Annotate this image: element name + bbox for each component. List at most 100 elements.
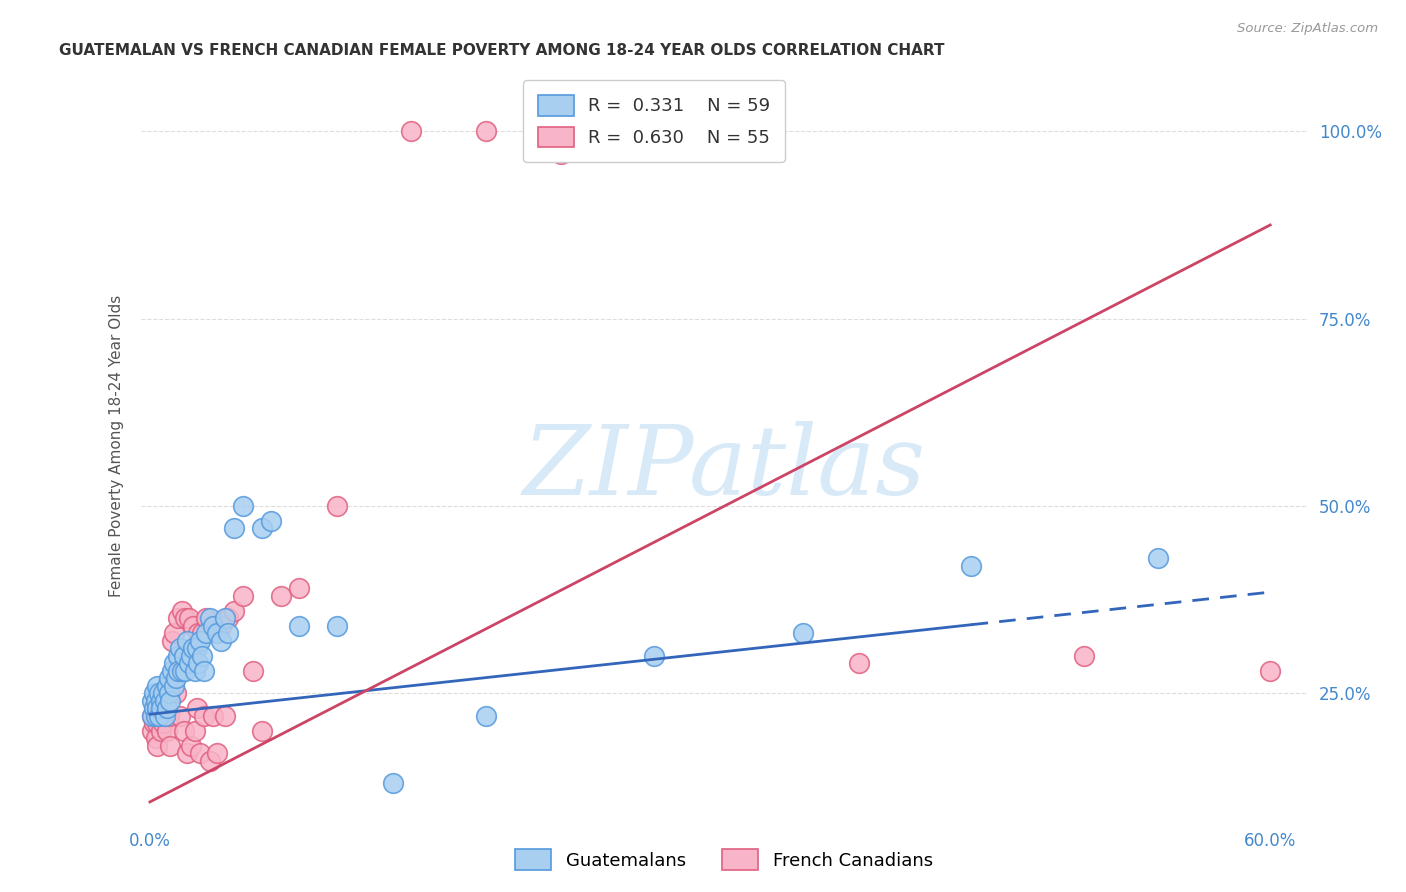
Point: [250, 521, 273, 535]
Point: [153, 708, 176, 723]
Point: [288, 582, 311, 596]
Point: [1147, 551, 1170, 566]
Text: ZIPatlas: ZIPatlas: [523, 422, 925, 516]
Point: [184, 723, 207, 738]
Point: [475, 708, 498, 723]
Text: GUATEMALAN VS FRENCH CANADIAN FEMALE POVERTY AMONG 18-24 YEAR OLDS CORRELATION C: GUATEMALAN VS FRENCH CANADIAN FEMALE POV…: [59, 43, 945, 58]
Point: [270, 589, 292, 603]
Point: [181, 619, 204, 633]
Point: [198, 754, 221, 768]
Point: [157, 671, 180, 685]
Point: [222, 604, 245, 618]
Point: [960, 558, 983, 573]
Point: [142, 701, 165, 715]
Point: [150, 701, 173, 715]
Point: [176, 746, 198, 760]
Point: [148, 708, 170, 723]
Point: [475, 124, 498, 138]
Point: [159, 739, 181, 753]
Point: [159, 694, 181, 708]
Point: [188, 746, 211, 760]
Point: [186, 701, 208, 715]
Point: [141, 708, 163, 723]
Point: [202, 619, 225, 633]
Point: [145, 708, 167, 723]
Point: [167, 611, 190, 625]
Point: [191, 648, 214, 663]
Point: [643, 648, 665, 663]
Point: [198, 611, 221, 625]
Text: Source: ZipAtlas.com: Source: ZipAtlas.com: [1237, 22, 1378, 36]
Point: [157, 686, 180, 700]
Point: [699, 139, 721, 153]
Point: [288, 619, 311, 633]
Point: [156, 723, 179, 738]
Point: [1258, 664, 1281, 678]
Legend: Guatemalans, French Canadians: Guatemalans, French Canadians: [506, 840, 942, 879]
Point: [222, 521, 245, 535]
Point: [381, 776, 404, 790]
Point: [205, 626, 228, 640]
Point: [174, 611, 197, 625]
Point: [145, 694, 167, 708]
Point: [214, 611, 236, 625]
Point: [142, 716, 165, 731]
Point: [550, 146, 572, 161]
Point: [148, 708, 170, 723]
Point: [188, 633, 211, 648]
Point: [401, 124, 423, 138]
Point: [142, 701, 165, 715]
Point: [169, 641, 191, 656]
Point: [232, 499, 254, 513]
Point: [260, 514, 283, 528]
Point: [232, 589, 254, 603]
Point: [176, 633, 198, 648]
Point: [169, 708, 191, 723]
Point: [170, 664, 193, 678]
Point: [163, 657, 186, 671]
Point: [792, 626, 814, 640]
Point: [179, 657, 201, 671]
Point: [191, 626, 214, 640]
Point: [173, 648, 195, 663]
Point: [217, 626, 239, 640]
Point: [156, 701, 179, 715]
Point: [214, 708, 236, 723]
Point: [173, 723, 195, 738]
Point: [163, 626, 186, 640]
Point: [202, 708, 225, 723]
Point: [179, 611, 201, 625]
Point: [157, 708, 180, 723]
Point: [184, 664, 207, 678]
Point: [162, 664, 184, 678]
Point: [205, 746, 228, 760]
Point: [153, 708, 176, 723]
Point: [217, 611, 239, 625]
Point: [170, 604, 193, 618]
Point: [148, 686, 170, 700]
Point: [163, 679, 186, 693]
Point: [150, 723, 173, 738]
Point: [193, 664, 215, 678]
Point: [193, 708, 215, 723]
Point: [167, 648, 190, 663]
Y-axis label: Female Poverty Among 18-24 Year Olds: Female Poverty Among 18-24 Year Olds: [108, 295, 124, 597]
Point: [150, 694, 173, 708]
Point: [325, 499, 347, 513]
Point: [242, 664, 264, 678]
Point: [187, 626, 209, 640]
Point: [141, 708, 163, 723]
Point: [145, 731, 167, 746]
Point: [152, 686, 174, 700]
Point: [146, 716, 169, 731]
Point: [187, 657, 209, 671]
Point: [152, 716, 174, 731]
Point: [209, 633, 232, 648]
Point: [141, 694, 163, 708]
Point: [146, 701, 169, 715]
Point: [162, 633, 184, 648]
Point: [194, 611, 217, 625]
Point: [194, 626, 217, 640]
Point: [250, 723, 273, 738]
Point: [145, 708, 167, 723]
